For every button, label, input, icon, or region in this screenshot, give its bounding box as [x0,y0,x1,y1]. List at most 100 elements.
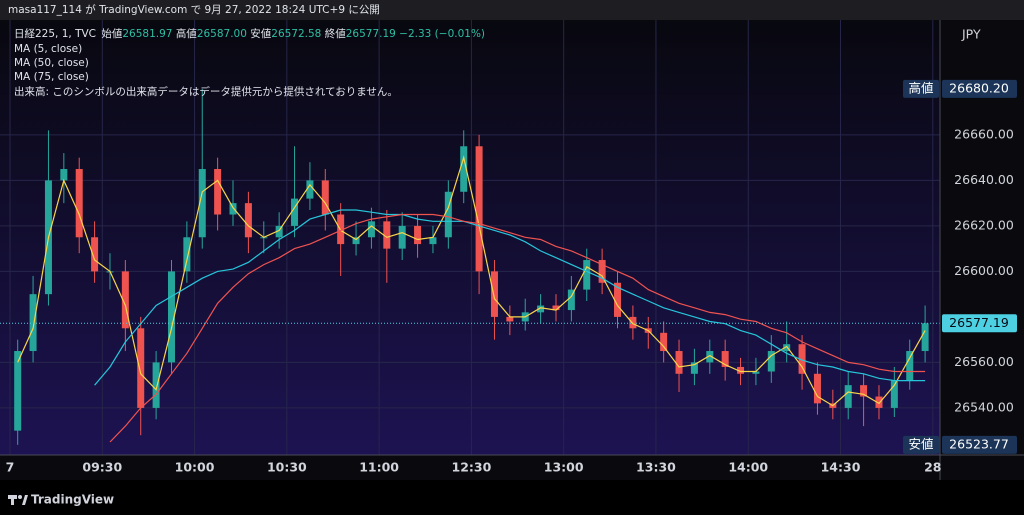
candle-body [875,396,883,408]
candle-body [506,316,514,322]
candle-body [444,191,452,238]
price-mark-tag: 高値 [908,80,933,95]
ma-line [94,209,926,386]
candle-body [598,260,606,283]
published-line: masa117_114 が TradingView.com で 9月 27, 2… [8,3,380,16]
candle-body [167,271,175,363]
candle-body [921,323,929,352]
last-price-label: 26577.19 [949,315,1009,330]
legend-ohlc: 日経225, 1, TVC 始値26581.97 高値26587.00 安値26… [14,27,485,40]
candle-body [767,351,775,372]
footer [0,480,1024,515]
candle-body [198,169,206,238]
candle-body [783,344,791,352]
price-mark-label: 26680.20 [949,80,1009,95]
x-tick-label: 11:00 [359,460,399,475]
x-tick-label: 12:30 [452,460,492,475]
legend-ma: MA (5, close) [14,43,82,55]
legend-ma: MA (75, close) [14,71,89,83]
candle-body [690,362,698,374]
high-label: 高値 [176,27,197,40]
candle-body [798,344,806,374]
candle-body [906,351,914,381]
candle-body [121,271,129,329]
candle-body [91,237,99,272]
candle-body [137,328,145,408]
candle-body [752,371,760,374]
x-tick-label: 28 [924,460,941,475]
low-label: 安値 [250,27,271,40]
logo-part [22,495,28,505]
change: −2.33 (−0.01%) [399,28,485,40]
x-tick-label: 13:30 [636,460,676,475]
open-label: 始値 [101,27,122,40]
candle-body [475,146,483,272]
candle-body [275,225,283,238]
y-tick-label: 26640.00 [954,172,1014,187]
candle-body [14,351,22,431]
candle-body [183,237,191,272]
y-tick-label: 26600.00 [954,263,1014,278]
y-tick-label: 26620.00 [954,217,1014,232]
candle-body [429,237,437,245]
logo-part [11,495,14,505]
y-tick-label: 26660.00 [954,126,1014,141]
x-tick-label: 10:00 [175,460,215,475]
low-value: 26572.58 [271,28,321,40]
x-tick-label: 13:00 [544,460,584,475]
candle-body [29,294,37,352]
close-label: 終値 [325,27,346,40]
candle-body [306,180,314,199]
candle-body [291,198,299,226]
candle-body [244,203,252,238]
candle-body [583,260,591,290]
candle-body [214,169,222,215]
ma-line [17,155,926,407]
candle-body [490,271,498,317]
x-tick-label: 7 [6,460,15,475]
open-value: 26581.97 [122,28,172,40]
candle-body [229,203,237,215]
candle-body [660,332,668,352]
candle-body [813,373,821,404]
y-tick-label: 26540.00 [954,399,1014,414]
close-value: 26577.19 [346,28,396,40]
candle-body [844,385,852,408]
logo-part [18,495,22,499]
candle-body [537,305,545,313]
candle-body [75,169,83,238]
candle-body [675,351,683,374]
volume-note: 出来高: このシンボルの出来高データはデータ提供元から提供されておりません。 [14,85,398,98]
brand: TradingView [31,493,114,507]
candle-body [352,237,360,245]
high-value: 26587.00 [197,28,247,40]
candle-body [706,351,714,363]
candle-body [721,351,729,367]
ma-line [109,213,926,443]
candle-body [552,305,560,311]
candle-body [614,282,622,317]
candle-body [60,169,68,181]
price-mark-tag-box [903,79,939,98]
candle-body [414,225,422,245]
candle-body [629,316,637,329]
price-mark-label: 26523.77 [949,436,1009,451]
time-axis-background [0,455,940,480]
x-tick-label: 14:30 [821,460,861,475]
candle-body [367,221,375,238]
price-mark-tag-box [903,435,939,454]
brand-logo [8,495,28,505]
plot [0,88,940,445]
axes: 26540.00 26560.00 26600.00 26620.00 26640.00… [6,79,1017,475]
last-price-box [942,314,1017,333]
candle-body [737,366,745,374]
candle-body [383,221,391,249]
price-mark-box [942,435,1017,454]
candle-body [398,225,406,249]
price-mark-tag: 安値 [908,436,933,451]
symbol: 日経225, 1, TVC [14,27,96,40]
legend-ma: MA (50, close) [14,57,89,69]
y-tick-label: 26560.00 [954,354,1014,369]
price-mark-box [942,79,1017,98]
